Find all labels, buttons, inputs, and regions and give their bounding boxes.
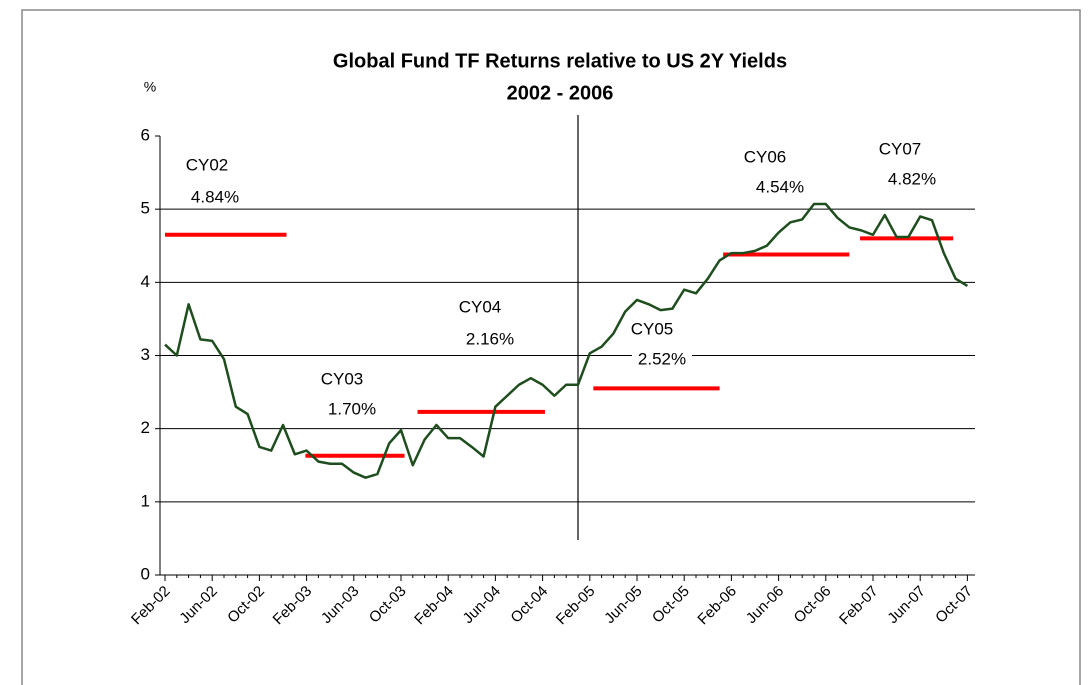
y-axis-label: % — [144, 79, 156, 95]
annotation-bg — [624, 317, 680, 341]
chart-subtitle: 2002 - 2006 — [507, 82, 614, 104]
annotation: CY05 — [631, 319, 674, 338]
annotation-bg — [459, 327, 521, 351]
y-tick-label: 6 — [141, 125, 150, 144]
chart-title: Global Fund TF Returns relative to US 2Y… — [333, 50, 787, 72]
y-tick-label: 1 — [141, 491, 150, 510]
annotation: 4.82% — [888, 169, 936, 188]
annotation: CY03 — [321, 369, 364, 388]
annotation-bg — [737, 145, 793, 169]
annotation-bg — [321, 397, 383, 421]
annotation-bg — [184, 185, 246, 209]
annotation-bg — [631, 347, 693, 371]
data-line — [164, 202, 969, 479]
annotation: CY06 — [744, 147, 787, 166]
y-tick-label: 3 — [141, 345, 150, 364]
y-tick-label: 2 — [141, 418, 150, 437]
annotation-bg — [872, 137, 928, 161]
annotation: CY07 — [879, 139, 922, 158]
annotation: 1.70% — [328, 399, 376, 418]
annotation: 4.84% — [191, 187, 239, 206]
annotation: CY04 — [459, 297, 502, 316]
annotation-bg — [881, 167, 943, 191]
annotation-bg — [452, 295, 508, 319]
annotation-bg — [314, 367, 370, 391]
annotation: 2.52% — [638, 349, 686, 368]
annotation-bg — [749, 175, 811, 199]
annotation: CY02 — [186, 155, 229, 174]
y-tick-label: 0 — [141, 564, 150, 583]
y-tick-label: 5 — [141, 199, 150, 218]
annotation-bg — [179, 153, 235, 177]
annotation: 4.54% — [756, 177, 804, 196]
annotation: 2.16% — [466, 329, 514, 348]
y-tick-label: 4 — [141, 272, 150, 291]
frame — [21, 9, 1081, 685]
